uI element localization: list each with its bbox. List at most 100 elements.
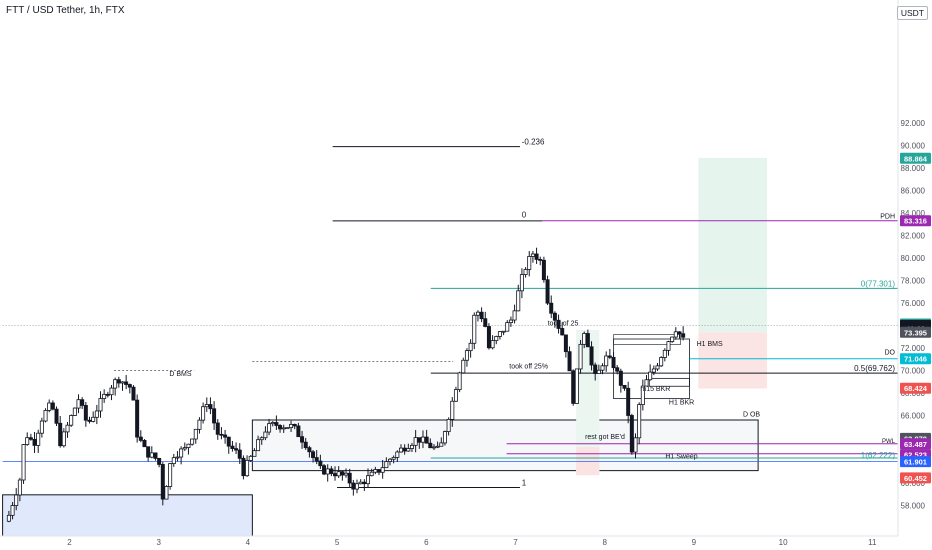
candle — [157, 457, 162, 468]
candle — [204, 397, 209, 412]
candle-body — [420, 436, 425, 443]
candle-body — [98, 398, 103, 412]
candle-body — [556, 319, 561, 329]
candle — [497, 331, 502, 340]
candle — [234, 442, 239, 455]
time-axis: 2 3 4 5 6 7 8 9 10 11 — [0, 535, 898, 547]
candle — [61, 428, 66, 448]
candle — [622, 384, 627, 391]
candle-body — [600, 365, 605, 371]
candle — [545, 275, 550, 306]
price-tag: 73.395 — [900, 326, 931, 338]
candle-body — [560, 328, 565, 336]
candle-body — [43, 410, 48, 422]
candle-body — [94, 410, 99, 418]
candle-body — [296, 425, 301, 438]
candle-body — [138, 436, 143, 441]
candle — [267, 418, 272, 436]
candle — [607, 348, 612, 360]
candle-body — [142, 439, 147, 448]
candle — [146, 446, 151, 462]
x-tick-label: 4 — [246, 538, 251, 547]
candle — [464, 348, 469, 367]
candle — [54, 406, 59, 427]
candle — [402, 444, 407, 455]
candle-body — [113, 379, 118, 389]
candle — [453, 386, 458, 402]
candle — [168, 462, 173, 490]
candle-body — [362, 481, 367, 485]
candle-body — [391, 457, 396, 460]
candle-body — [604, 355, 609, 367]
candle — [516, 284, 521, 312]
candle — [314, 450, 319, 465]
candle-body — [340, 471, 345, 476]
pdh-label: PDH — [880, 214, 895, 221]
candle-body — [278, 425, 283, 430]
candle — [340, 470, 345, 481]
d-bms-label: D BMS — [169, 371, 192, 378]
y-tick-label: 76.000 — [901, 299, 926, 308]
y-tick-label: 90.000 — [901, 142, 926, 151]
do-label: DO — [885, 350, 896, 357]
candle-body — [157, 457, 162, 465]
candle — [629, 413, 634, 455]
candle-body — [637, 404, 642, 439]
price-tag-bg — [900, 215, 931, 227]
y-tick-label: 66.000 — [901, 412, 926, 421]
currency-button[interactable]: USDT — [896, 6, 928, 20]
candle-body — [402, 447, 407, 452]
candle-body — [450, 400, 455, 420]
candle-body — [545, 279, 550, 304]
candle-body — [571, 370, 576, 404]
price-tag-text: 88.864 — [904, 154, 928, 163]
candle-body — [14, 494, 19, 506]
candle — [637, 402, 642, 445]
candle-body — [380, 467, 385, 473]
candle-body — [314, 457, 319, 462]
candle — [259, 436, 264, 445]
candle-body — [256, 439, 261, 452]
candle-body — [428, 442, 433, 449]
candle-body — [666, 341, 671, 351]
candle — [541, 256, 546, 283]
candle — [215, 419, 220, 440]
candle — [164, 485, 169, 500]
price-tag: 83.316 — [900, 215, 931, 227]
candle — [428, 438, 433, 449]
candle-body — [395, 451, 400, 458]
candle-body — [135, 399, 140, 438]
price-tag: 88.864 — [900, 152, 931, 164]
candle-body — [596, 369, 601, 374]
price-tag-text: 68.424 — [904, 384, 928, 393]
candle — [322, 464, 327, 476]
candle-body — [461, 359, 466, 374]
candle-body — [160, 464, 165, 500]
fib-zero-label: 0 — [522, 211, 527, 220]
candle-body — [648, 371, 653, 381]
candle-body — [289, 423, 294, 429]
price-tag-bg — [900, 438, 931, 450]
candle — [611, 352, 616, 371]
candle-body — [574, 368, 579, 404]
candle — [281, 424, 286, 433]
took-off-25-label: took off 25% — [509, 363, 548, 370]
candle-body — [446, 418, 451, 432]
candle-body — [373, 469, 378, 473]
candle — [105, 391, 110, 398]
candle-body — [329, 468, 334, 474]
candle — [91, 411, 96, 423]
price-tag-text: 71.046 — [904, 355, 927, 364]
candle-body — [223, 434, 228, 438]
h1-bms-box — [613, 334, 681, 345]
candle-body — [303, 441, 308, 449]
candle-body — [640, 385, 645, 406]
candle-body — [578, 343, 583, 370]
candle — [318, 454, 323, 469]
candle — [39, 417, 44, 438]
candle — [149, 446, 154, 459]
fib-one-label: 1 — [522, 478, 527, 487]
candle-body — [311, 451, 316, 458]
candle — [505, 320, 510, 332]
